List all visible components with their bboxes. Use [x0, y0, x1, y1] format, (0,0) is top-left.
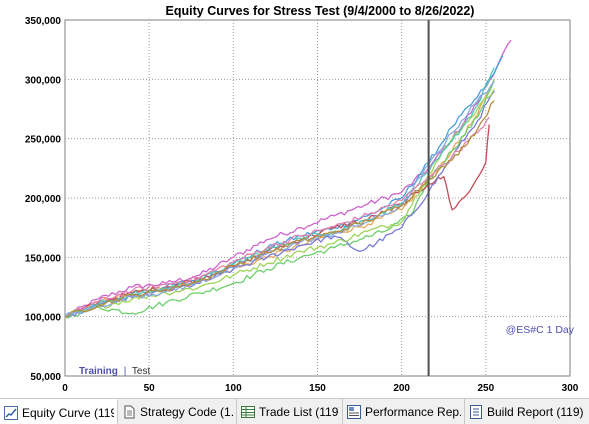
- bottom-tab-bar: Equity Curve (119) Strategy Code (1... T…: [0, 398, 589, 424]
- x-tick-label: 50: [144, 383, 156, 394]
- tab-equity-curve[interactable]: Equity Curve (119): [0, 399, 118, 424]
- list-report-icon: [470, 404, 482, 419]
- equity-curve-icon: [4, 405, 18, 420]
- x-tick-label: 0: [62, 383, 68, 394]
- x-axis-ticks: 0 50 100 150 200 250 300: [62, 383, 579, 394]
- equity-series-line: [64, 39, 512, 318]
- chart-title: Equity Curves for Stress Test (9/4/2000 …: [166, 4, 475, 18]
- tab-strategy-code[interactable]: Strategy Code (1...: [118, 399, 237, 424]
- x-tick-label: 250: [477, 383, 494, 394]
- equity-series-line: [64, 100, 495, 318]
- document-icon: [124, 405, 135, 418]
- tab-trade-list[interactable]: Trade List (119): [237, 399, 343, 424]
- x-tick-label: 200: [393, 383, 410, 394]
- legend-test: Test: [132, 366, 151, 377]
- legend-separator: |: [124, 366, 127, 377]
- y-tick-label: 150,000: [25, 253, 62, 264]
- tab-build-report[interactable]: Build Report (119): [465, 399, 589, 424]
- y-tick-label: 100,000: [25, 313, 62, 324]
- tab-label: Strategy Code (1...: [140, 404, 233, 419]
- tab-performance-report[interactable]: Performance Rep...: [343, 399, 465, 424]
- x-tick-label: 300: [562, 383, 579, 394]
- report-icon: [347, 404, 361, 419]
- equity-series-line: [64, 79, 495, 318]
- training-test-legend: Training | Test: [79, 366, 150, 377]
- table-icon: [241, 405, 255, 418]
- y-axis-ticks: 50,000 100,000 150,000 200,000 250,000 300,00…: [25, 16, 62, 383]
- tab-label: Equity Curve (119): [22, 405, 114, 420]
- equity-series-line: [64, 67, 495, 319]
- equity-series-line: [64, 90, 495, 318]
- symbol-annotation: @ES#C 1 Day: [506, 324, 575, 336]
- y-tick-label: 50,000: [30, 372, 61, 383]
- series-lines: [64, 39, 512, 319]
- y-tick-label: 300,000: [25, 75, 62, 86]
- equity-series-line: [64, 116, 490, 318]
- y-tick-label: 250,000: [25, 135, 62, 146]
- equity-chart: Equity Curves for Stress Test (9/4/2000 …: [25, 4, 579, 394]
- tab-label: Trade List (119): [259, 404, 339, 419]
- chart-svg: Equity Curves for Stress Test (9/4/2000 …: [25, 4, 579, 394]
- y-tick-label: 200,000: [25, 194, 62, 205]
- tab-label: Build Report (119): [487, 404, 584, 419]
- tab-label: Performance Rep...: [365, 404, 461, 419]
- legend-training: Training: [79, 366, 118, 377]
- x-tick-label: 150: [309, 383, 326, 394]
- grid-lines: [65, 20, 570, 376]
- x-tick-label: 100: [225, 383, 242, 394]
- y-tick-label: 350,000: [25, 16, 62, 27]
